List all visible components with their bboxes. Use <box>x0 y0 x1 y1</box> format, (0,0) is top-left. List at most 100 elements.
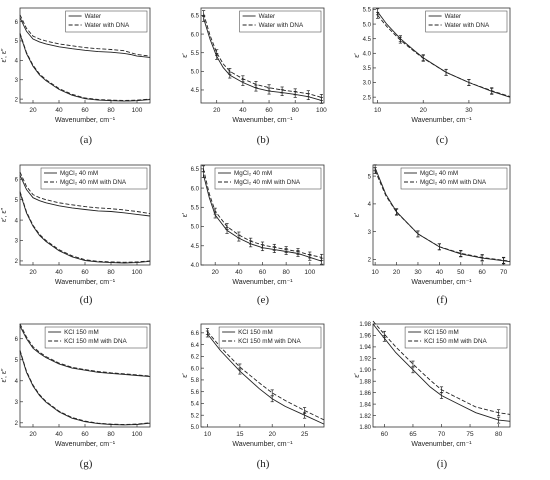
panel-label: (c) <box>436 134 449 146</box>
panel-c: 10 20 30 2.5 3.0 3.5 4.0 4.5 5.0 5.5 Wavenumber, c… <box>354 7 511 146</box>
plot-frame <box>372 7 511 104</box>
y-tick-label: 4.5 <box>363 37 372 43</box>
x-tick-label: 40 <box>55 431 63 438</box>
y-tick-label: 5.5 <box>191 206 200 212</box>
legend-entry: MgCl₂ 40 mM <box>60 170 98 177</box>
y-axis-label: ε′, ε″ <box>1 48 8 62</box>
series-line <box>19 192 151 264</box>
y-tick-label: 3 <box>15 239 19 245</box>
series-line <box>19 34 151 102</box>
legend-box <box>65 10 148 33</box>
series-line <box>207 333 325 425</box>
legend-entry: KCl 150 mM <box>64 329 99 336</box>
y-tick-label: 3 <box>368 230 372 236</box>
series-line <box>19 175 151 217</box>
plot-frame <box>372 164 511 266</box>
y-tick-label: 4.5 <box>191 88 200 94</box>
legend-entry: KCl 150 mM <box>238 329 273 336</box>
panel-label: (b) <box>257 134 270 146</box>
y-tick-label: 3.0 <box>363 81 372 87</box>
y-tick-label: 2 <box>15 421 19 427</box>
y-axis-label: ε′ <box>354 373 361 378</box>
series-line <box>19 14 151 57</box>
y-tick-label: 5 <box>15 358 19 364</box>
y-tick-label: 3.5 <box>363 66 372 72</box>
panel-b: 20 40 60 80 100 4.5 5.0 5.5 6.0 6.5 Wavenumber, cm… <box>182 7 327 146</box>
legend-entry: MgCl₂ 40 mM <box>420 170 458 177</box>
y-tick-label: 1.82 <box>359 414 371 420</box>
x-tick-label: 60 <box>81 269 89 276</box>
x-tick-label: 60 <box>259 269 267 276</box>
x-tick-label: 60 <box>81 431 89 438</box>
panel-f: 10 20 30 40 50 60 70 2 3 4 5 Wavenumber, cm⁻¹ ε′ MgCl… <box>354 164 511 306</box>
y-tick-label: 6.0 <box>191 186 200 192</box>
x-tick-label: 60 <box>265 107 273 114</box>
x-tick-label: 80 <box>292 107 300 114</box>
x-axis-label: Wavenumber, cm⁻¹ <box>232 117 293 124</box>
y-tick-label: 2 <box>368 258 372 264</box>
x-tick-label: 10 <box>372 269 380 276</box>
y-tick-label: 6.6 <box>191 331 200 337</box>
y-axis-label: ε′, ε″ <box>1 208 8 222</box>
legend-entry: MgCl₂ 40 mM <box>234 170 272 177</box>
x-tick-label: 40 <box>436 269 444 276</box>
series-line <box>19 191 151 263</box>
x-tick-label: 20 <box>393 269 401 276</box>
panel-i: 60 65 70 75 80 1.80 1.82 1.84 1.86 1.88 1.90 1.92 1.… <box>354 320 511 470</box>
legend-box <box>425 10 508 33</box>
x-tick-label: 50 <box>457 269 465 276</box>
x-tick-label: 25 <box>301 431 309 438</box>
plot-frame <box>200 7 325 104</box>
legend-box <box>44 326 148 349</box>
x-tick-label: 10 <box>374 107 382 114</box>
y-tick-label: 5.0 <box>191 70 200 76</box>
panel-d: 20 40 60 80 100 2 3 4 5 6 Wavenumber, cm⁻¹ ε′, ε″ Mg… <box>1 164 151 306</box>
series-line <box>19 33 151 101</box>
y-axis-label: ε′, ε″ <box>1 368 8 382</box>
y-tick-label: 5 <box>368 174 372 180</box>
y-tick-label: 5.0 <box>191 425 200 431</box>
legend-entry: MgCl₂ 40 mM with DNA <box>234 179 301 186</box>
panel-label: (f) <box>437 294 448 306</box>
x-axis-label: Wavenumber, cm⁻¹ <box>232 441 293 448</box>
y-axis-label: ε′ <box>182 373 189 378</box>
y-tick-label: 2.5 <box>363 95 372 101</box>
y-tick-label: 4 <box>15 59 19 65</box>
x-tick-label: 30 <box>465 107 473 114</box>
x-tick-label: 20 <box>420 107 428 114</box>
y-axis-label: ε′ <box>182 212 189 217</box>
series-line <box>19 323 151 377</box>
y-tick-label: 6.5 <box>191 14 200 20</box>
y-axis-label: ε′ <box>354 53 361 58</box>
x-tick-label: 100 <box>304 269 315 276</box>
x-tick-label: 40 <box>55 107 63 114</box>
x-tick-label: 75 <box>466 431 474 438</box>
x-axis-label: Wavenumber, cm⁻¹ <box>411 441 472 448</box>
x-tick-label: 80 <box>495 431 503 438</box>
legend-entry: MgCl₂ 40 mM with DNA <box>420 179 487 186</box>
x-axis-label: Wavenumber, cm⁻¹ <box>55 279 116 286</box>
x-axis-label: Wavenumber, cm⁻¹ <box>411 117 472 124</box>
legend-box <box>214 167 322 190</box>
panel-label: (g) <box>80 458 93 470</box>
y-axis-label: ε′ <box>354 212 361 217</box>
x-tick-label: 20 <box>29 431 37 438</box>
x-axis-label: Wavenumber, cm⁻¹ <box>411 279 472 286</box>
y-tick-label: 3 <box>15 78 19 84</box>
y-tick-label: 5.8 <box>191 378 200 384</box>
legend-box <box>218 326 322 349</box>
x-axis-label: Wavenumber, cm⁻¹ <box>55 117 116 124</box>
legend-entry: KCl 150 mM with DNA <box>238 338 301 345</box>
y-tick-label: 4.0 <box>191 263 200 269</box>
y-tick-label: 4.5 <box>191 244 200 250</box>
x-tick-label: 80 <box>107 431 115 438</box>
legend-entry: Water with DNA <box>445 22 490 29</box>
series-line <box>19 17 151 58</box>
panel-label: (d) <box>80 294 93 306</box>
series-line <box>372 323 511 422</box>
x-tick-label: 65 <box>409 431 417 438</box>
legend-entry: Water <box>85 13 102 20</box>
legend-entry: MgCl₂ 40 mM with DNA <box>60 179 127 186</box>
x-tick-label: 20 <box>29 107 37 114</box>
legend-entry: Water <box>259 13 276 20</box>
